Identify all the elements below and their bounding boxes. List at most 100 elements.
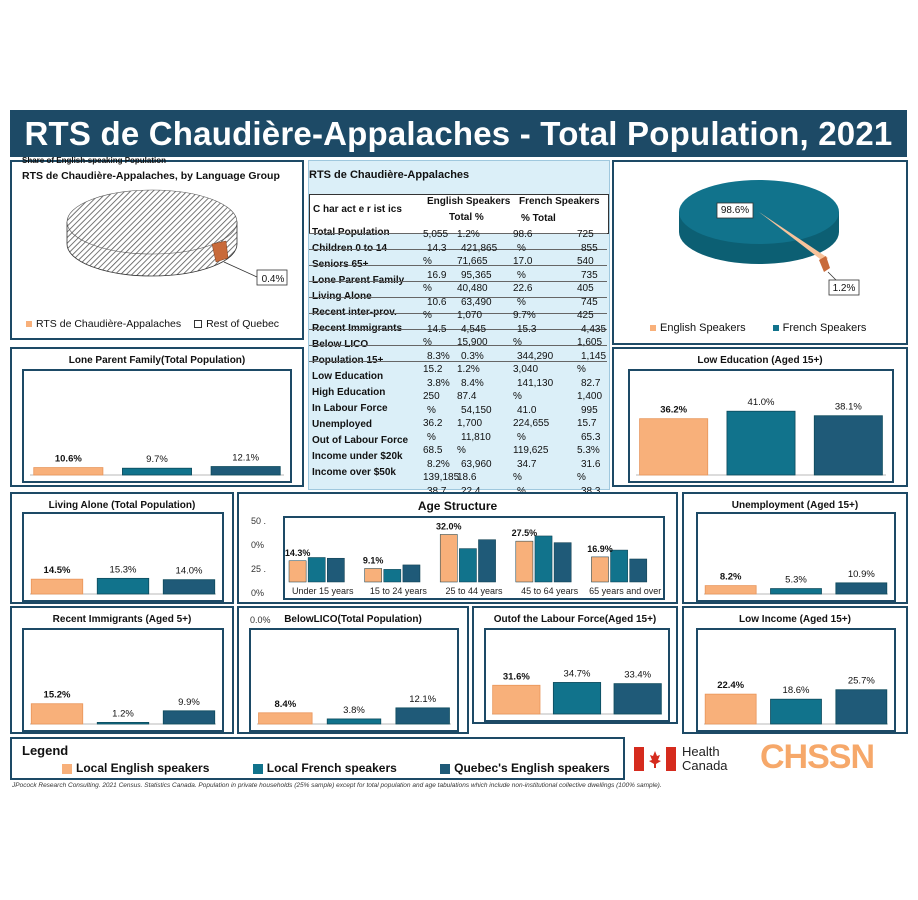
bar-label-1: 15.3% — [110, 564, 137, 575]
age-bar-label: 9.1% — [363, 555, 384, 565]
bar-label-0: 36.2% — [660, 405, 687, 416]
table-grid-line — [309, 265, 607, 266]
age-structure-title: Age Structure — [417, 499, 498, 513]
table-value: 139,185 — [423, 472, 460, 483]
share-pie-rts-slice — [211, 240, 229, 263]
table-value: 3,040 — [513, 364, 539, 375]
out-labour-panel: Outof the Labour Force(Aged 15+) 31.6% 34.… — [472, 606, 678, 724]
age-bar — [591, 556, 609, 583]
table-value: 98.6 — [513, 229, 533, 240]
table-value: 1,700 — [457, 418, 483, 429]
table-grid-line — [309, 313, 607, 314]
table-row-label: Income under $20k — [312, 451, 403, 462]
bar-label-1: 18.6% — [783, 685, 810, 696]
table-value: 745 — [581, 296, 598, 308]
legend-local-english: Local English speakers — [76, 761, 210, 775]
age-bar-label: 27.5% — [512, 528, 538, 538]
speakers-leader — [827, 271, 837, 281]
table-value: % — [427, 431, 436, 443]
table-value: 16.9 — [427, 269, 447, 281]
legend-rest-swatch — [194, 320, 203, 329]
age-bar — [478, 539, 496, 583]
table-value: 1,070 — [457, 310, 483, 321]
table-value: 65.3 — [581, 431, 601, 443]
share-pie-label-box — [256, 269, 288, 286]
bar-0 — [704, 585, 757, 595]
age-bar — [629, 558, 648, 583]
table-row-label: Low Education — [312, 371, 384, 382]
table-row-label: Total Population — [312, 227, 390, 238]
legend-items: Local English speakers Local French spea… — [62, 761, 610, 775]
legend-rest-label: Rest of Quebec — [206, 318, 280, 330]
bar-0 — [492, 684, 541, 715]
legend-english-label: English Speakers — [660, 322, 746, 334]
table-value: 1.2% — [457, 229, 480, 240]
table-value: 22.6 — [513, 283, 533, 294]
table-value: 0.3% — [461, 350, 484, 362]
age-category-label: 45 to 64 years — [521, 586, 579, 596]
bar-label-1: 5.3% — [785, 575, 807, 586]
age-structure-panel: Age Structure 50 . 0% 25 . 0% 14.3% Under 15 y… — [237, 492, 678, 604]
footnote: JPocock Research Consulting. 2021 Census… — [12, 782, 662, 789]
bar-label-0: 8.4% — [275, 699, 297, 710]
bar-0 — [639, 418, 709, 476]
bar-label-1: 1.2% — [112, 708, 134, 719]
table-value: % — [423, 283, 432, 294]
bar-label-0: 8.2% — [720, 572, 742, 583]
table-value: 15,900 — [457, 337, 488, 348]
table-row-label: Recent Immigrants — [312, 323, 403, 334]
table-value: 5.3% — [577, 445, 600, 456]
legend-french-swatch — [772, 325, 779, 332]
bar-2 — [613, 683, 662, 715]
table-value: 34.7 — [517, 458, 537, 470]
legend-quebec-english-swatch — [440, 763, 451, 774]
panel-title: Living Alone (Total Population) — [48, 500, 196, 511]
age-category-label: Under 15 years — [292, 586, 354, 596]
table-value: 41.0 — [517, 404, 537, 416]
bar-label-2: 33.4% — [624, 670, 651, 681]
legend-local-english-swatch — [62, 763, 72, 774]
age-bar — [402, 564, 421, 583]
share-caption: Share of English-speaking Population — [22, 156, 167, 165]
table-row-label: In Labour Force — [312, 403, 388, 414]
age-bar — [383, 569, 402, 583]
plot-area: 15.2% 1.2% 9.9% — [22, 628, 224, 732]
table-sub-fr: % Total — [521, 213, 556, 224]
table-value: 15.7 — [577, 418, 597, 429]
table-row-label: Population 15+ — [312, 355, 384, 366]
table-value: 540 — [577, 256, 594, 267]
plot-area: 31.6% 34.7% 33.4% — [484, 628, 670, 722]
age-category-label: 25 to 44 years — [445, 586, 503, 596]
age-bar — [610, 549, 628, 583]
bar-label-1: 34.7% — [564, 668, 591, 679]
table-value: 1.2% — [457, 364, 480, 375]
page-title: RTS de Chaudière-Appalaches - Total Popu… — [10, 110, 907, 157]
legend-local-french: Local French speakers — [266, 761, 397, 775]
table-value: 405 — [577, 283, 594, 294]
table-value: 8.4% — [461, 377, 484, 389]
bar-label-0: 14.5% — [44, 565, 71, 576]
panel-title: Outof the Labour Force(Aged 15+) — [493, 614, 657, 625]
table-row-label: Unemployed — [312, 419, 373, 430]
speakers-small-label: 1.2% — [832, 283, 856, 294]
table-value: 36.2 — [423, 418, 443, 429]
table-grid-line — [309, 329, 607, 330]
table-value: 17.0 — [513, 256, 533, 267]
age-structure-chart: 14.3% Under 15 years 9.1% 15 to 24 years 32.… — [285, 521, 661, 596]
low-education-panel: Low Education (Aged 15+) 36.2% 41.0% 38.1% — [612, 347, 908, 487]
age-bar — [534, 535, 553, 583]
legend-french-label: French Speakers — [782, 322, 867, 334]
table-value: 3.8% — [427, 377, 450, 389]
bar-2 — [813, 415, 883, 476]
share-pie-rest-slice — [66, 189, 238, 255]
age-bar — [515, 540, 534, 583]
table-value: 15.3 — [517, 323, 537, 335]
table-value: 344,290 — [517, 350, 554, 362]
bar-0 — [30, 578, 84, 595]
age-plot-area: 14.3% Under 15 years 9.1% 15 to 24 years 32.… — [283, 516, 665, 600]
canada-flag-icon — [634, 747, 676, 771]
below-lico-panel: BelowLICO(Total Population) 8.4% 3.8% 12.1% — [237, 606, 469, 734]
table-value: 38.7 — [427, 485, 447, 497]
table-value: 22.4 — [461, 485, 481, 497]
speakers-pie-english-slice — [759, 212, 828, 262]
